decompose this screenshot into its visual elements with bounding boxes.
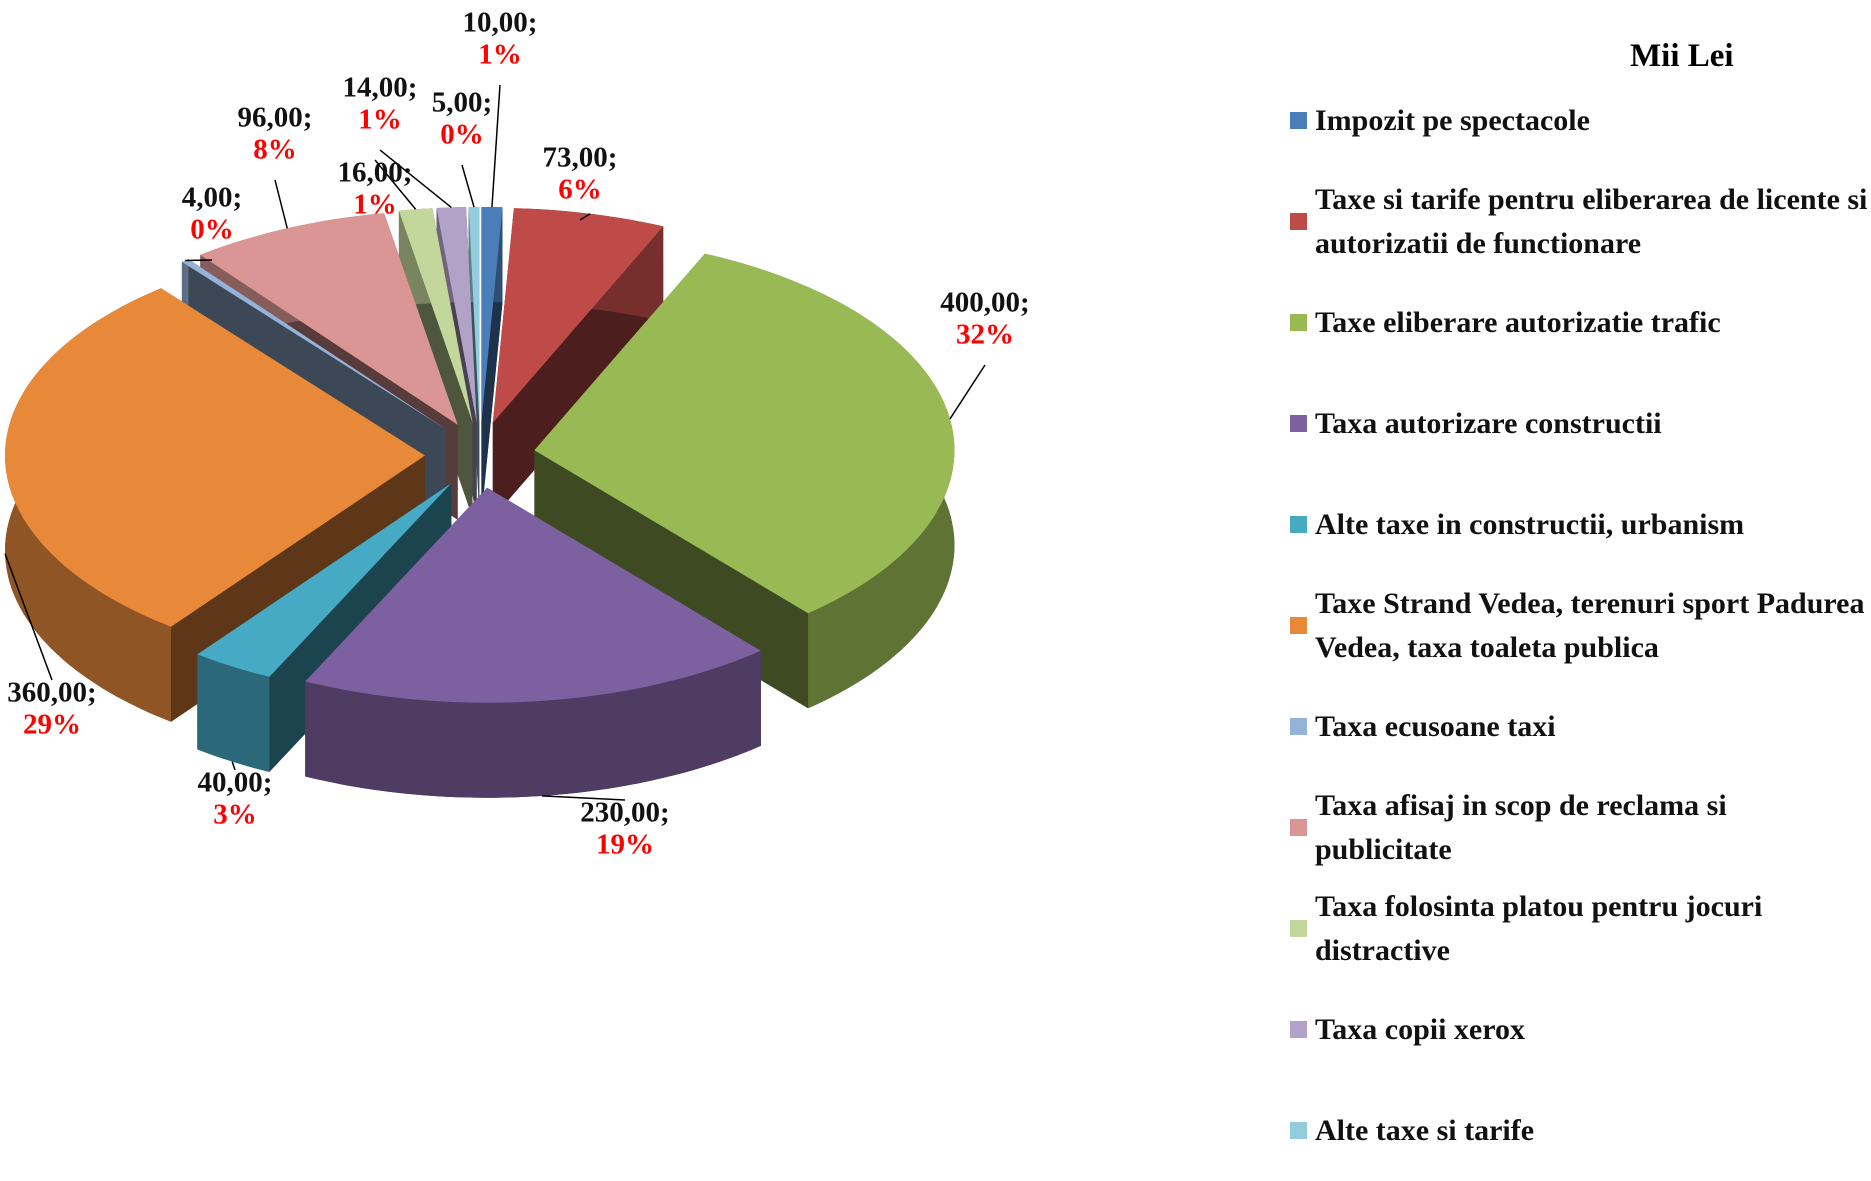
legend-label: Taxa afisaj in scop de reclama si public…: [1315, 788, 1727, 866]
data-label: 1%: [358, 104, 402, 136]
slice-side: [305, 650, 761, 798]
legend-label: Taxa folosinta platou pentru jocuri dist…: [1315, 889, 1763, 967]
data-label: 73,00;: [543, 142, 618, 174]
legend-swatch: [1290, 1122, 1307, 1139]
legend-label: Taxa ecusoane taxi: [1315, 709, 1556, 743]
legend-item: Taxa autorizare constructii: [1290, 373, 1870, 474]
data-label: 32%: [956, 319, 1014, 351]
legend-swatch: [1290, 415, 1307, 432]
slice-top: [197, 483, 452, 677]
page: {"chart_data": {"type": "pie", "unit_lab…: [4, 6, 1868, 1147]
legend-item: Taxa ecusoane taxi: [1290, 676, 1870, 777]
data-label: 0%: [190, 214, 234, 246]
pie-slice: [481, 207, 503, 518]
legend-item: Taxa folosinta platou pentru jocuri dist…: [1290, 878, 1870, 979]
data-label: 16,00;: [338, 157, 413, 189]
data-label: 6%: [558, 174, 602, 206]
slice-top: [481, 207, 503, 422]
legend-swatch: [1290, 112, 1307, 129]
data-label: 0%: [440, 119, 484, 151]
leader-line: [579, 213, 591, 221]
leader-line: [274, 179, 288, 229]
legend-label: Alte taxe si tarife: [1315, 1113, 1535, 1147]
legend-label: Taxe eliberare autorizatie trafic: [1315, 305, 1721, 339]
legend-swatch: [1290, 314, 1307, 331]
data-label: 3%: [213, 799, 257, 831]
unit-label: Mii Lei: [1630, 38, 1734, 74]
slice-top: [436, 207, 477, 423]
slice-top: [534, 253, 955, 614]
slice-top: [468, 207, 480, 422]
data-label: 230,00;: [580, 797, 669, 829]
slice-top: [181, 259, 446, 430]
legend-swatch: [1290, 516, 1307, 533]
pie-slice: [534, 253, 955, 709]
legend-swatch: [1290, 1021, 1307, 1038]
legend: Impozit pe spectacole Taxe si tarife pent…: [1290, 70, 1870, 1181]
data-label: 400,00;: [940, 287, 1029, 319]
chart: 10,00;1%73,00;6%400,00;32%230,00;19%40,0…: [4, 7, 1030, 861]
data-label: 5,00;: [432, 87, 492, 119]
legend-item: Alte taxe in constructii, urbanism: [1290, 474, 1870, 575]
legend-swatch: [1290, 617, 1307, 634]
data-label: 4,00;: [182, 182, 242, 214]
leader-line: [461, 164, 475, 208]
legend-label: Taxa autorizare constructii: [1315, 406, 1662, 440]
legend-label: Taxa copii xerox: [1315, 1012, 1526, 1046]
leader-line: [374, 159, 417, 210]
leader-line: [231, 761, 236, 771]
legend-item: Taxe Strand Vedea, terenuri sport Padure…: [1290, 575, 1870, 676]
legend-swatch: [1290, 920, 1307, 937]
legend-swatch: [1290, 819, 1307, 836]
legend-item: Taxe eliberare autorizatie trafic: [1290, 272, 1870, 373]
slice-top: [305, 487, 761, 703]
legend-swatch: [1290, 213, 1307, 230]
legend-swatch: [1290, 718, 1307, 735]
data-label: 10,00;: [463, 7, 538, 39]
leader-line: [491, 84, 501, 208]
slice-top: [5, 288, 425, 627]
data-label: 96,00;: [238, 102, 313, 134]
data-label: 40,00;: [198, 767, 273, 799]
leader-line: [185, 259, 213, 262]
legend-item: Alte taxe si tarife: [1290, 1080, 1870, 1181]
slice-top: [492, 208, 664, 423]
data-label: 1%: [478, 39, 522, 71]
legend-label: Impozit pe spectacole: [1315, 103, 1590, 137]
data-label: 14,00;: [343, 72, 418, 104]
data-label: 360,00;: [7, 677, 96, 709]
data-label: 19%: [596, 829, 654, 861]
data-label: 1%: [353, 189, 397, 221]
slice-top: [398, 208, 473, 423]
legend-item: Taxa copii xerox: [1290, 979, 1870, 1080]
legend-label: Alte taxe in constructii, urbanism: [1315, 507, 1745, 541]
data-label: 8%: [253, 134, 297, 166]
legend-item: Taxa afisaj in scop de reclama si public…: [1290, 777, 1870, 878]
legend-label: Taxe si tarife pentru eliberarea de lice…: [1315, 182, 1868, 260]
legend-item: Taxe si tarife pentru eliberarea de lice…: [1290, 171, 1870, 272]
slice-side: [197, 654, 270, 772]
leader-line: [379, 149, 452, 209]
legend-label: Taxe Strand Vedea, terenuri sport Padure…: [1315, 586, 1865, 664]
leader-line: [949, 364, 986, 420]
legend-item: Impozit pe spectacole: [1290, 70, 1870, 171]
slice-top: [200, 213, 458, 425]
leader-line: [541, 795, 626, 801]
leader-line: [4, 553, 53, 681]
pie-slice: [305, 487, 761, 798]
data-label: 29%: [23, 709, 81, 741]
